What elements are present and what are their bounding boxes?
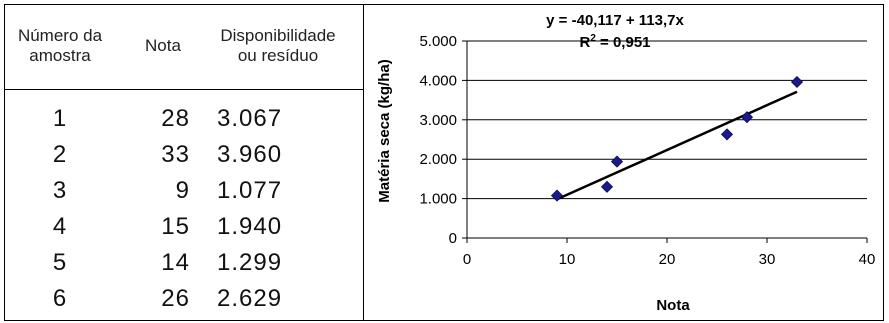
r-squared-value: = 0,951 (596, 34, 651, 51)
data-point (610, 155, 624, 168)
cell-sample: 6 (52, 285, 68, 312)
cell-value: 2.629 (217, 285, 283, 312)
cell-score: 15 (161, 213, 190, 240)
header-score: Nota (133, 36, 193, 56)
trendline (556, 90, 798, 201)
cell-sample: 1 (52, 105, 68, 132)
y-tick-label: 5.000 (419, 33, 457, 50)
cell-sample: 5 (52, 249, 68, 276)
y-tick-label: 4.000 (419, 72, 457, 89)
x-tick-label: 30 (759, 251, 776, 268)
y-tick-label: 0 (449, 230, 457, 247)
cell-sample: 2 (52, 141, 68, 168)
header-sample-line1: Número da (17, 26, 103, 45)
trendline-segment (556, 90, 798, 201)
header-rule (5, 89, 363, 90)
data-point (790, 75, 804, 89)
cell-score: 26 (161, 285, 190, 312)
y-axis-label: Matéria seca (kg/ha) (376, 59, 393, 202)
r-squared-prefix: R (579, 34, 590, 51)
header-score-line1: Nota (145, 36, 181, 55)
cell-score: 14 (161, 249, 190, 276)
r-squared-superscript: 2 (590, 33, 596, 44)
gridlines (467, 40, 867, 200)
header-value-line1: Disponibilidade (220, 26, 336, 45)
x-tick-label: 20 (659, 251, 676, 268)
y-tick-labels: 0 1.000 2.000 3.000 4.000 5.000 (419, 33, 457, 247)
data-point (600, 180, 614, 193)
header-sample-line2: amostra (29, 46, 91, 65)
data-table: Número da amostra Nota Disponibilidade o… (5, 5, 363, 320)
cell-value: 1.077 (217, 177, 283, 204)
header-value-line2: ou resíduo (237, 46, 319, 65)
data-point (720, 128, 734, 141)
cell-sample: 3 (52, 177, 68, 204)
cell-value: 3.960 (217, 141, 283, 168)
r-squared-label: R2 = 0,951 (579, 33, 650, 51)
y-tick-label: 1.000 (419, 191, 457, 208)
header-sample: Número da amostra (5, 26, 115, 66)
trendline-equation: y = -40,117 + 113,7x (546, 12, 684, 29)
cell-value: 3.067 (217, 105, 283, 132)
figure-frame (4, 4, 884, 321)
x-tick-labels: 0 10 20 30 40 (463, 251, 876, 268)
x-tick-label: 0 (463, 251, 471, 268)
x-tick-label: 40 (859, 251, 876, 268)
cell-sample: 4 (52, 213, 68, 240)
y-tick-label: 3.000 (419, 112, 457, 129)
cell-score: 9 (175, 177, 190, 204)
x-tick-label: 10 (559, 251, 576, 268)
axes (462, 40, 868, 243)
data-points (550, 75, 804, 202)
cell-score: 28 (161, 105, 190, 132)
panel-divider (363, 4, 364, 321)
scatter-chart: 0 1.000 2.000 3.000 4.000 5.000 0 10 20 30 40 y =… (376, 12, 876, 314)
cell-value: 1.940 (217, 213, 283, 240)
x-axis-label: Nota (656, 297, 690, 314)
header-value: Disponibilidade ou resíduo (198, 26, 358, 66)
cell-value: 1.299 (217, 249, 283, 276)
y-tick-label: 2.000 (419, 151, 457, 168)
data-point (550, 189, 564, 202)
data-point (740, 111, 754, 124)
cell-score: 33 (161, 141, 190, 168)
